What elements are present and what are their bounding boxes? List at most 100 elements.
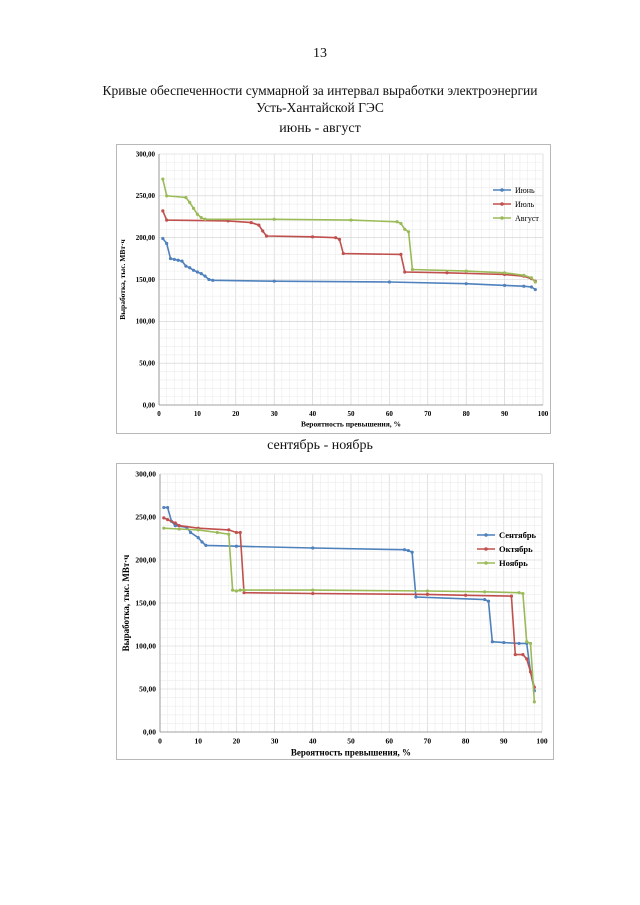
y-tick-label: 100,00 — [136, 318, 156, 326]
legend-label: Июль — [515, 200, 535, 209]
data-point — [261, 229, 265, 233]
data-point — [403, 270, 407, 274]
data-point — [173, 521, 177, 525]
data-point — [533, 280, 537, 284]
data-point — [464, 269, 468, 273]
y-tick-label: 250,00 — [135, 513, 156, 522]
x-tick-label: 80 — [463, 410, 471, 418]
data-point — [195, 212, 199, 216]
page-title: Кривые обеспеченности суммарной за интер… — [0, 82, 640, 116]
legend-label: Июнь — [515, 186, 535, 195]
data-point — [503, 271, 507, 275]
data-point — [311, 588, 315, 592]
data-point — [395, 220, 399, 224]
data-point — [311, 235, 315, 239]
data-point — [177, 527, 181, 531]
y-tick-label: 100,00 — [135, 642, 156, 651]
data-point — [203, 217, 207, 221]
x-tick-label: 40 — [309, 410, 317, 418]
legend-label: Октябрь — [499, 544, 533, 554]
data-point — [242, 591, 246, 595]
data-point — [234, 530, 238, 535]
data-point — [272, 217, 276, 221]
x-tick-label: 10 — [194, 737, 202, 746]
x-tick-label: 60 — [386, 410, 394, 418]
chart-june-august: 0 10 20 30 40 50 60 70 80 90 100 0,00 50,00 100,00 150… — [116, 144, 551, 434]
data-point — [272, 279, 276, 283]
data-point — [403, 227, 407, 231]
data-point — [184, 264, 188, 268]
data-point — [234, 544, 238, 548]
data-point — [162, 505, 166, 510]
data-point — [522, 284, 526, 288]
data-point — [195, 270, 199, 274]
section-title-summer: июнь - август — [279, 121, 361, 136]
data-point — [486, 599, 491, 603]
data-point — [525, 640, 529, 644]
x-tick-label: 90 — [500, 737, 508, 746]
legend-marker — [500, 216, 504, 220]
data-point — [502, 640, 506, 645]
y-tick-label: 50,00 — [139, 360, 155, 368]
chart-september-november-svg: 0 10 20 30 40 50 60 70 80 90 100 0,00 50,00 100,00 150… — [121, 470, 548, 758]
x-tick-label: 70 — [424, 737, 432, 746]
series-line-Октябрь — [163, 517, 536, 688]
data-point — [249, 221, 253, 225]
data-point — [184, 195, 188, 200]
series-line-Ноябрь — [163, 527, 536, 702]
y-tick-label: 0,00 — [143, 401, 156, 409]
x-axis-title: Вероятность превышения, % — [291, 748, 411, 758]
x-tick-label: 30 — [271, 737, 279, 746]
data-point — [513, 653, 517, 657]
data-point — [196, 528, 200, 532]
series-line-Июль — [162, 210, 536, 282]
data-point — [529, 285, 534, 289]
data-point — [177, 524, 181, 528]
data-point — [199, 215, 203, 220]
data-point — [464, 282, 468, 286]
data-point — [196, 536, 200, 540]
data-point — [166, 517, 170, 522]
data-point — [402, 548, 407, 552]
data-point — [238, 530, 242, 535]
y-tick-label: 250,00 — [136, 192, 156, 200]
data-point — [180, 259, 184, 263]
data-point — [161, 177, 165, 181]
data-point — [525, 657, 529, 661]
data-point — [200, 540, 204, 544]
data-point — [522, 273, 526, 277]
data-point — [162, 526, 166, 530]
data-point — [341, 251, 345, 256]
x-tick-label: 0 — [158, 737, 162, 746]
y-tick-label: 50,00 — [139, 685, 156, 694]
data-point — [532, 700, 536, 704]
data-point — [533, 287, 537, 292]
legend-label: Сентябрь — [499, 530, 537, 540]
data-point — [230, 588, 235, 592]
chart-september-november: 0 10 20 30 40 50 60 70 80 90 100 0,00 50,00 100,00 150… — [116, 463, 554, 760]
x-tick-label: 50 — [348, 410, 356, 418]
x-tick-label: 10 — [194, 410, 202, 418]
data-point — [234, 589, 238, 593]
y-tick-label: 300,00 — [136, 150, 156, 158]
legend-marker — [484, 561, 488, 565]
data-point — [517, 591, 521, 595]
title-line-2: Усть-Хантайской ГЭС — [256, 100, 384, 115]
data-point — [199, 272, 203, 276]
page-number: 13 — [313, 46, 327, 61]
data-point — [165, 194, 169, 198]
data-point — [188, 200, 192, 205]
data-point — [509, 594, 514, 598]
y-tick-label: 200,00 — [136, 234, 156, 242]
y-tick-label: 300,00 — [135, 470, 156, 479]
legend-marker — [500, 202, 504, 206]
data-point — [226, 219, 230, 223]
data-point — [172, 257, 176, 262]
legend-marker — [484, 533, 488, 537]
data-point — [406, 548, 410, 553]
data-point — [165, 218, 169, 222]
data-point — [490, 640, 494, 644]
data-point — [387, 280, 391, 284]
x-tick-label: 80 — [462, 737, 470, 746]
data-point — [238, 588, 242, 592]
